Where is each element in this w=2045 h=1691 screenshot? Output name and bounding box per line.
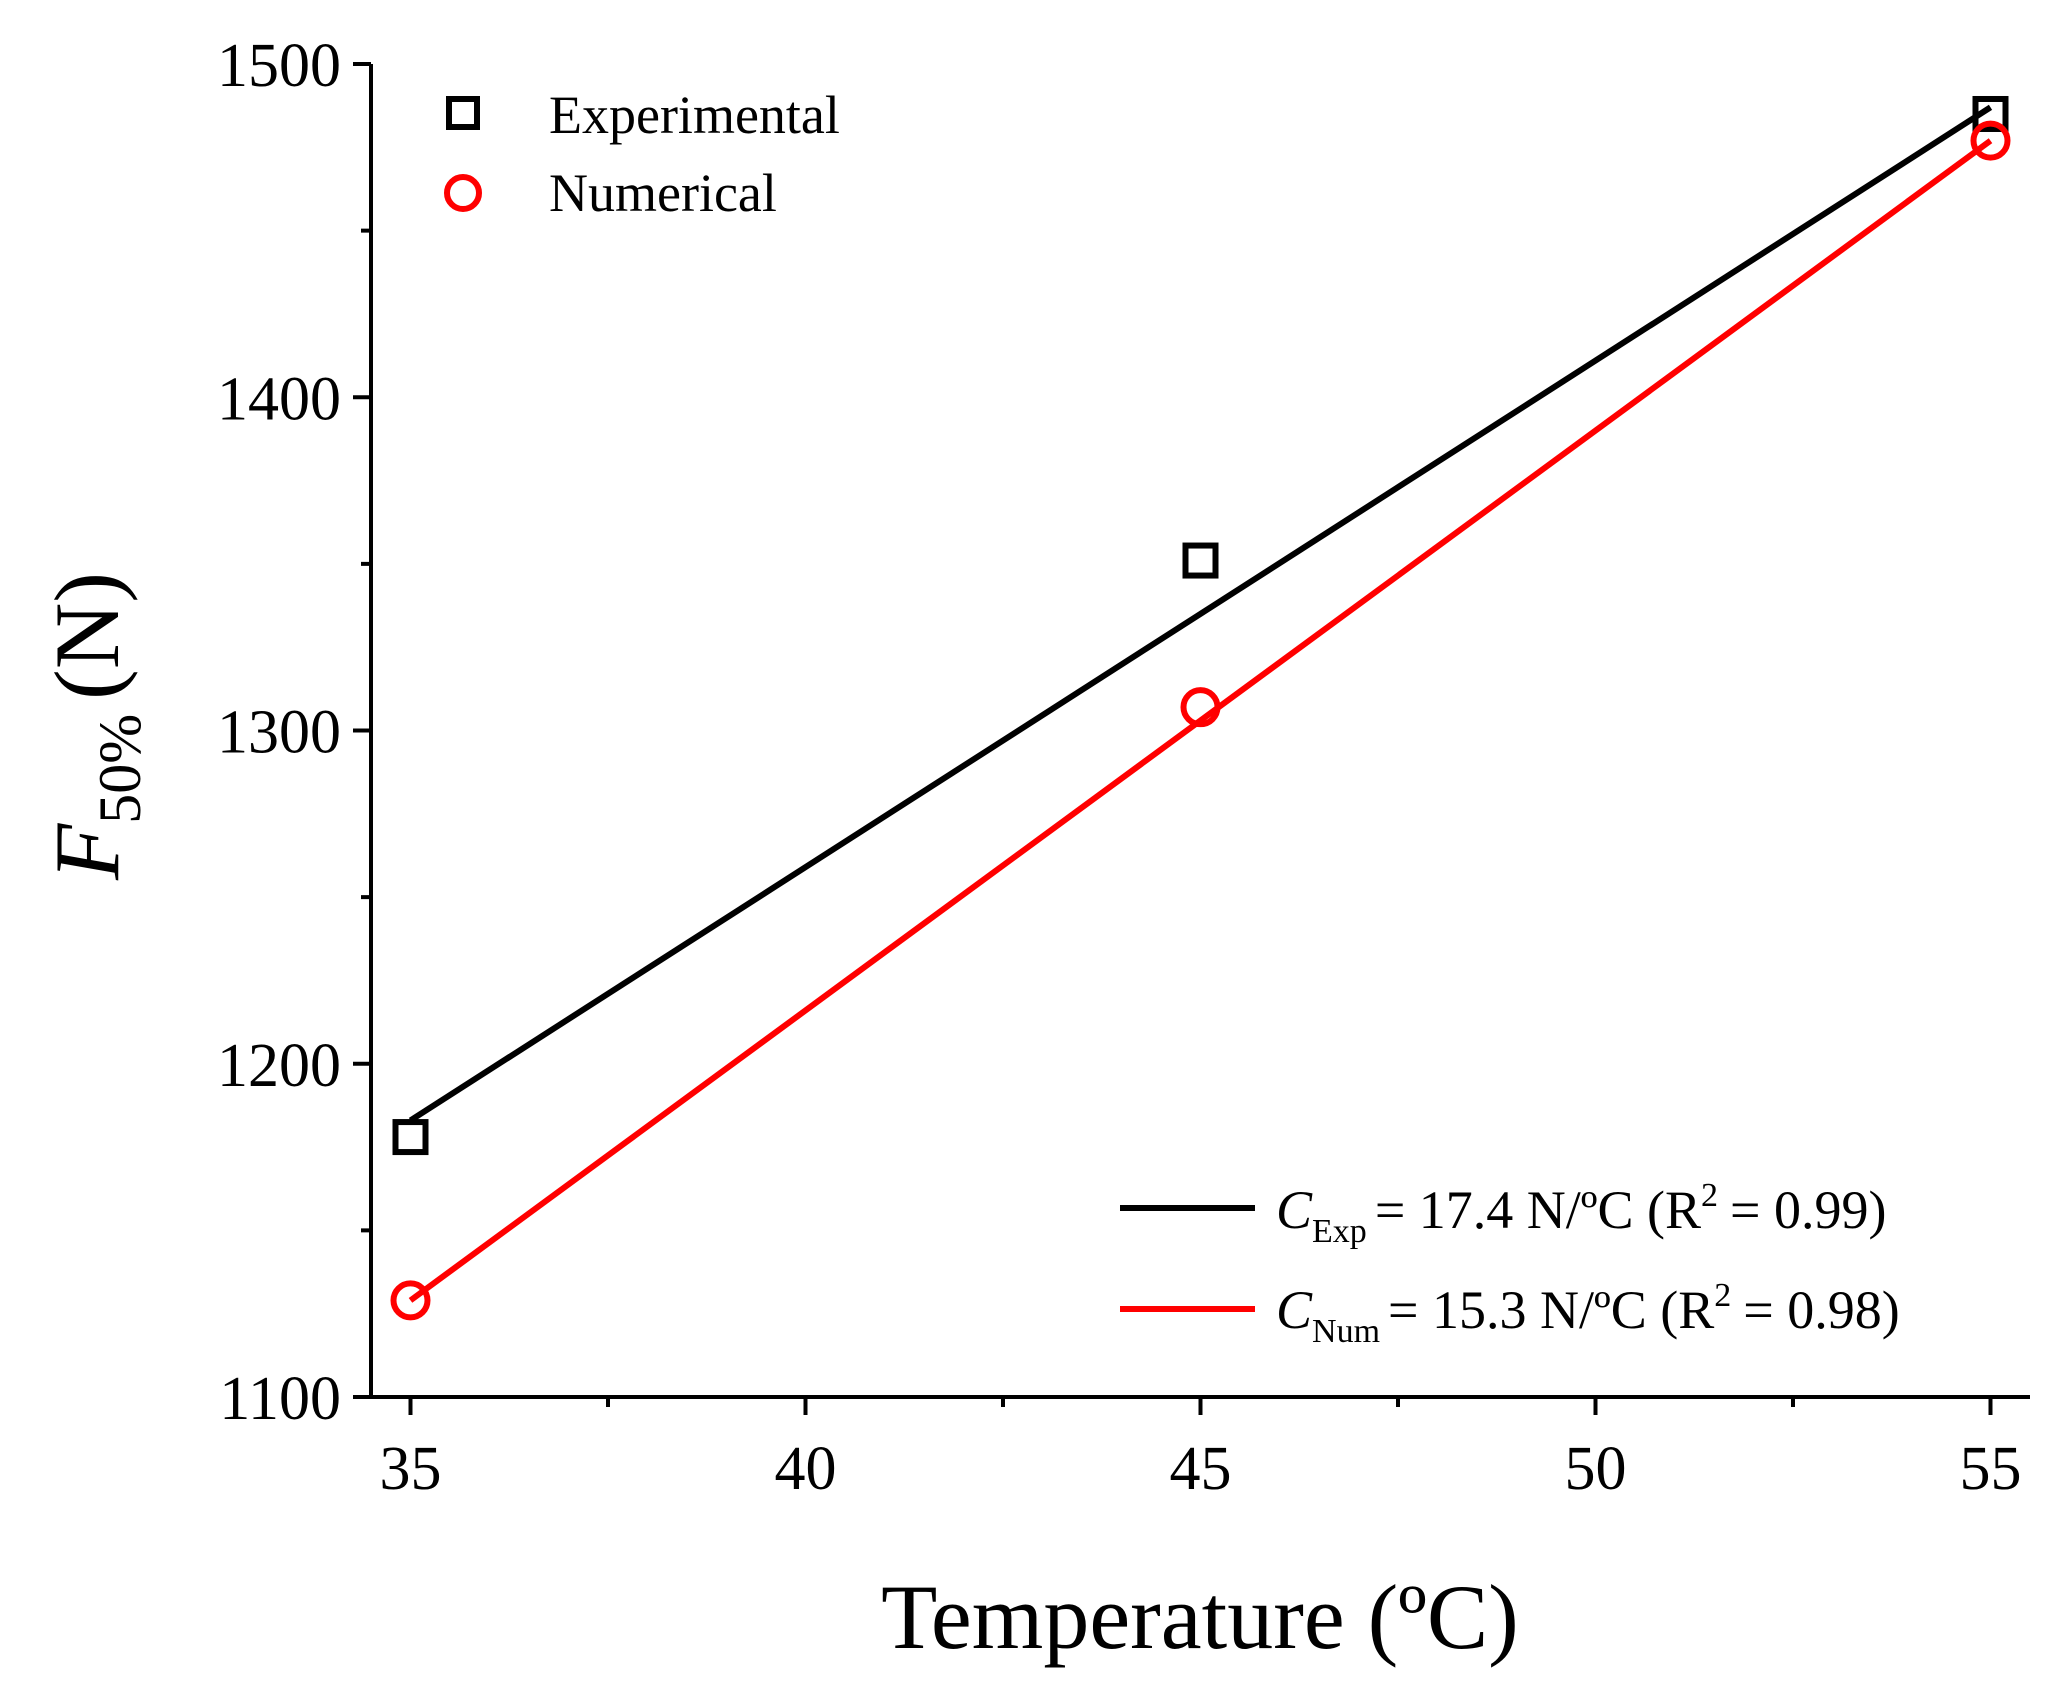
numerical-point	[1180, 687, 1221, 728]
y-axis-title-subscript: 50%	[87, 714, 153, 824]
fit-legend-label-numerical: CNum = 15.3 N/ºC (R2 = 0.98)	[1276, 1277, 1900, 1350]
experimental-point	[1182, 542, 1219, 579]
svg-text:F50%(N): F50% (N)	[36, 572, 153, 881]
x-axis-title: Temperature (ºC)	[881, 1566, 1519, 1668]
x-tick-label: 45	[1170, 1435, 1232, 1503]
experimental-point	[1972, 95, 2009, 132]
y-tick-label: 1200	[217, 1032, 341, 1100]
legend-marker-experimental	[446, 96, 480, 130]
x-tick-label: 55	[1960, 1435, 2022, 1503]
y-axis-title: F50% (N)	[36, 572, 153, 881]
data-markers	[390, 95, 2011, 1321]
y-tick-label: 1400	[217, 365, 341, 433]
y-axis-title-unit: (N)	[36, 572, 138, 700]
numerical-point	[1970, 120, 2011, 161]
fit-line-numerical	[408, 138, 1993, 1303]
x-tick-label: 50	[1565, 1435, 1627, 1503]
y-axis-title-symbol: F	[36, 823, 138, 881]
numerical-point	[390, 1280, 431, 1321]
fit-legend: CExp = 17.4 N/ºC (R2 = 0.99) CNum = 15.3 N/…	[1120, 1177, 1900, 1350]
legend-label-numerical: Numerical	[549, 163, 777, 223]
legend-label-experimental: Experimental	[549, 85, 840, 145]
legend-marker-numerical	[444, 174, 482, 212]
fit-legend-label-experimental: CExp = 17.4 N/ºC (R2 = 0.99)	[1276, 1177, 1886, 1250]
fit-lines	[408, 104, 1993, 1303]
y-tick-label: 1100	[219, 1365, 341, 1433]
experimental-point	[392, 1119, 429, 1156]
y-tick-label: 1300	[217, 699, 341, 767]
fit-line-experimental	[408, 104, 1993, 1123]
axes: 35 40 45 50 55 1100 1200 1300 1400 1500	[217, 32, 2030, 1503]
y-tick-label: 1500	[217, 32, 341, 100]
x-tick-label: 35	[380, 1435, 442, 1503]
x-tick-label: 40	[775, 1435, 837, 1503]
legend: Experimental Numerical	[444, 85, 840, 223]
